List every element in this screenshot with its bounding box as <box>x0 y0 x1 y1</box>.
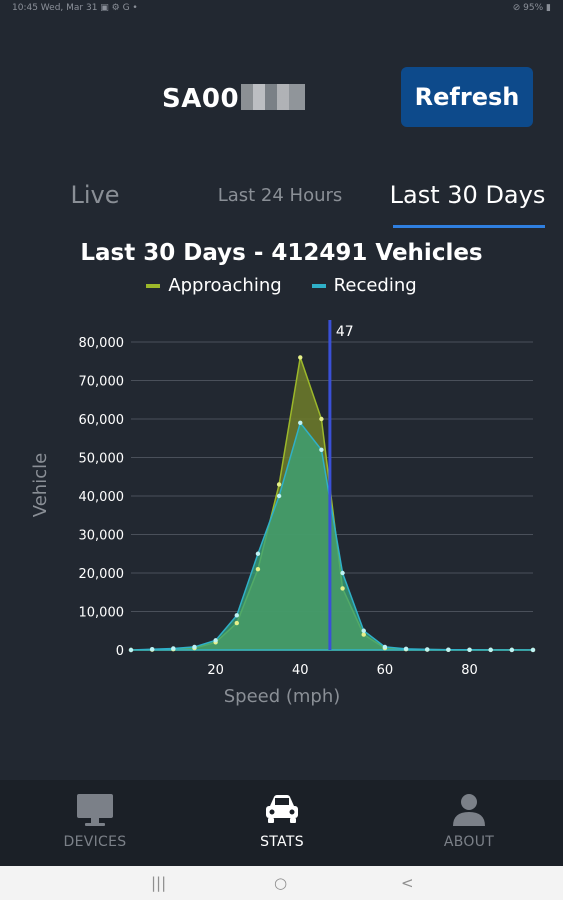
status-bar: 10:45 Wed, Mar 31 ▣ ⚙ G • ⊘ 95% ▮ <box>0 0 563 16</box>
nav-label-stats: STATS <box>260 834 304 850</box>
data-point-receding <box>509 647 515 653</box>
time-range-tabs: Live Last 24 Hours Last 30 Days <box>0 165 563 230</box>
area-receding <box>130 421 534 651</box>
x-axis-ticks: 20 40 60 80 <box>207 663 477 678</box>
nav-stats[interactable]: STATS <box>207 792 357 850</box>
device-id-text: SA00 <box>162 84 240 114</box>
data-point-receding <box>403 646 409 652</box>
data-point-receding <box>488 647 493 653</box>
refresh-button[interactable]: Refresh <box>401 67 533 127</box>
nav-label-about: ABOUT <box>443 834 495 850</box>
x-axis-label: Speed (mph) <box>224 686 341 707</box>
x-tick-label: 40 <box>292 663 309 678</box>
nav-about[interactable]: ABOUT <box>394 792 544 850</box>
back-button[interactable]: < <box>401 874 414 892</box>
nav-label-devices: DEVICES <box>63 834 127 850</box>
home-button[interactable]: ○ <box>274 874 288 892</box>
data-point-approaching <box>319 416 324 422</box>
data-point-receding <box>149 647 155 652</box>
y-tick-label: 20,000 <box>79 567 125 582</box>
data-point-approaching <box>298 355 303 360</box>
y-tick-label: 10,000 <box>79 606 125 621</box>
redacted-device-suffix <box>241 84 306 110</box>
data-point-approaching <box>276 482 282 487</box>
legend-swatch-approaching <box>146 283 161 288</box>
data-point-receding <box>467 647 472 652</box>
speed-marker: 47 <box>328 320 354 650</box>
person-icon <box>453 794 485 826</box>
speed-marker-label: 47 <box>336 324 354 340</box>
device-id: SA00 <box>162 84 306 114</box>
y-tick-label: 80,000 <box>79 336 125 351</box>
chart-areas <box>130 357 534 651</box>
chart-legend: Approaching Receding <box>0 275 563 296</box>
x-tick-label: 60 <box>377 663 394 678</box>
car-icon <box>266 795 298 823</box>
status-right: ⊘ 95% ▮ <box>512 3 551 13</box>
tab-last-30-days[interactable]: Last 30 Days <box>389 181 546 209</box>
data-point-receding <box>234 613 239 618</box>
data-point-receding <box>530 647 536 653</box>
legend-label-approaching: Approaching <box>168 275 282 296</box>
data-point-receding <box>255 551 261 556</box>
y-axis-label: Vehicle <box>30 453 51 517</box>
y-axis-ticks: 0 10,000 20,000 30,000 40,000 50,000 60,000 70,… <box>79 336 125 659</box>
y-tick-label: 50,000 <box>79 452 125 467</box>
chart-points <box>128 355 536 653</box>
bottom-navigation: DEVICES STATS ABOUT <box>0 780 563 866</box>
data-point-receding <box>213 638 218 643</box>
data-point-receding <box>319 447 324 452</box>
data-point-receding <box>171 646 176 651</box>
legend-approaching[interactable]: Approaching <box>146 275 282 296</box>
tab-last-24-hours[interactable]: Last 24 Hours <box>217 184 343 206</box>
x-tick-label: 20 <box>207 663 224 678</box>
legend-receding[interactable]: Receding <box>311 275 417 296</box>
data-point-receding <box>425 647 430 652</box>
nav-devices[interactable]: DEVICES <box>20 792 170 850</box>
data-point-approaching <box>361 632 366 637</box>
y-tick-label: 40,000 <box>79 490 125 505</box>
tab-live[interactable]: Live <box>70 181 120 209</box>
data-point-approaching <box>255 566 261 572</box>
data-point-receding <box>382 644 388 650</box>
system-navigation-bar: ||| ○ < <box>0 866 563 900</box>
data-point-receding <box>192 644 197 650</box>
y-tick-label: 60,000 <box>79 413 125 428</box>
header: SA00 Refresh <box>0 60 563 140</box>
data-point-receding <box>128 647 134 653</box>
y-tick-label: 30,000 <box>79 529 125 544</box>
status-left: 10:45 Wed, Mar 31 ▣ ⚙ G • <box>12 3 138 13</box>
active-tab-indicator <box>393 225 545 228</box>
data-point-receding <box>276 493 282 499</box>
data-point-receding <box>446 647 451 652</box>
x-tick-label: 80 <box>461 663 478 678</box>
recents-button[interactable]: ||| <box>151 874 167 892</box>
legend-swatch-receding <box>311 283 326 288</box>
data-point-receding <box>361 628 366 633</box>
legend-label-receding: Receding <box>333 275 417 296</box>
y-tick-label: 0 <box>116 644 124 659</box>
data-point-receding <box>340 570 345 576</box>
chart-title: Last 30 Days - 412491 Vehicles <box>80 240 483 266</box>
y-tick-label: 70,000 <box>79 375 125 390</box>
chart-gridlines <box>131 341 533 651</box>
data-point-approaching <box>234 620 239 626</box>
monitor-icon <box>77 794 113 826</box>
data-point-receding <box>298 420 303 426</box>
data-point-approaching <box>340 586 345 591</box>
speed-distribution-chart[interactable]: 47 0 10,000 20,000 30,000 40,000 50,000 60,000… <box>0 300 563 720</box>
